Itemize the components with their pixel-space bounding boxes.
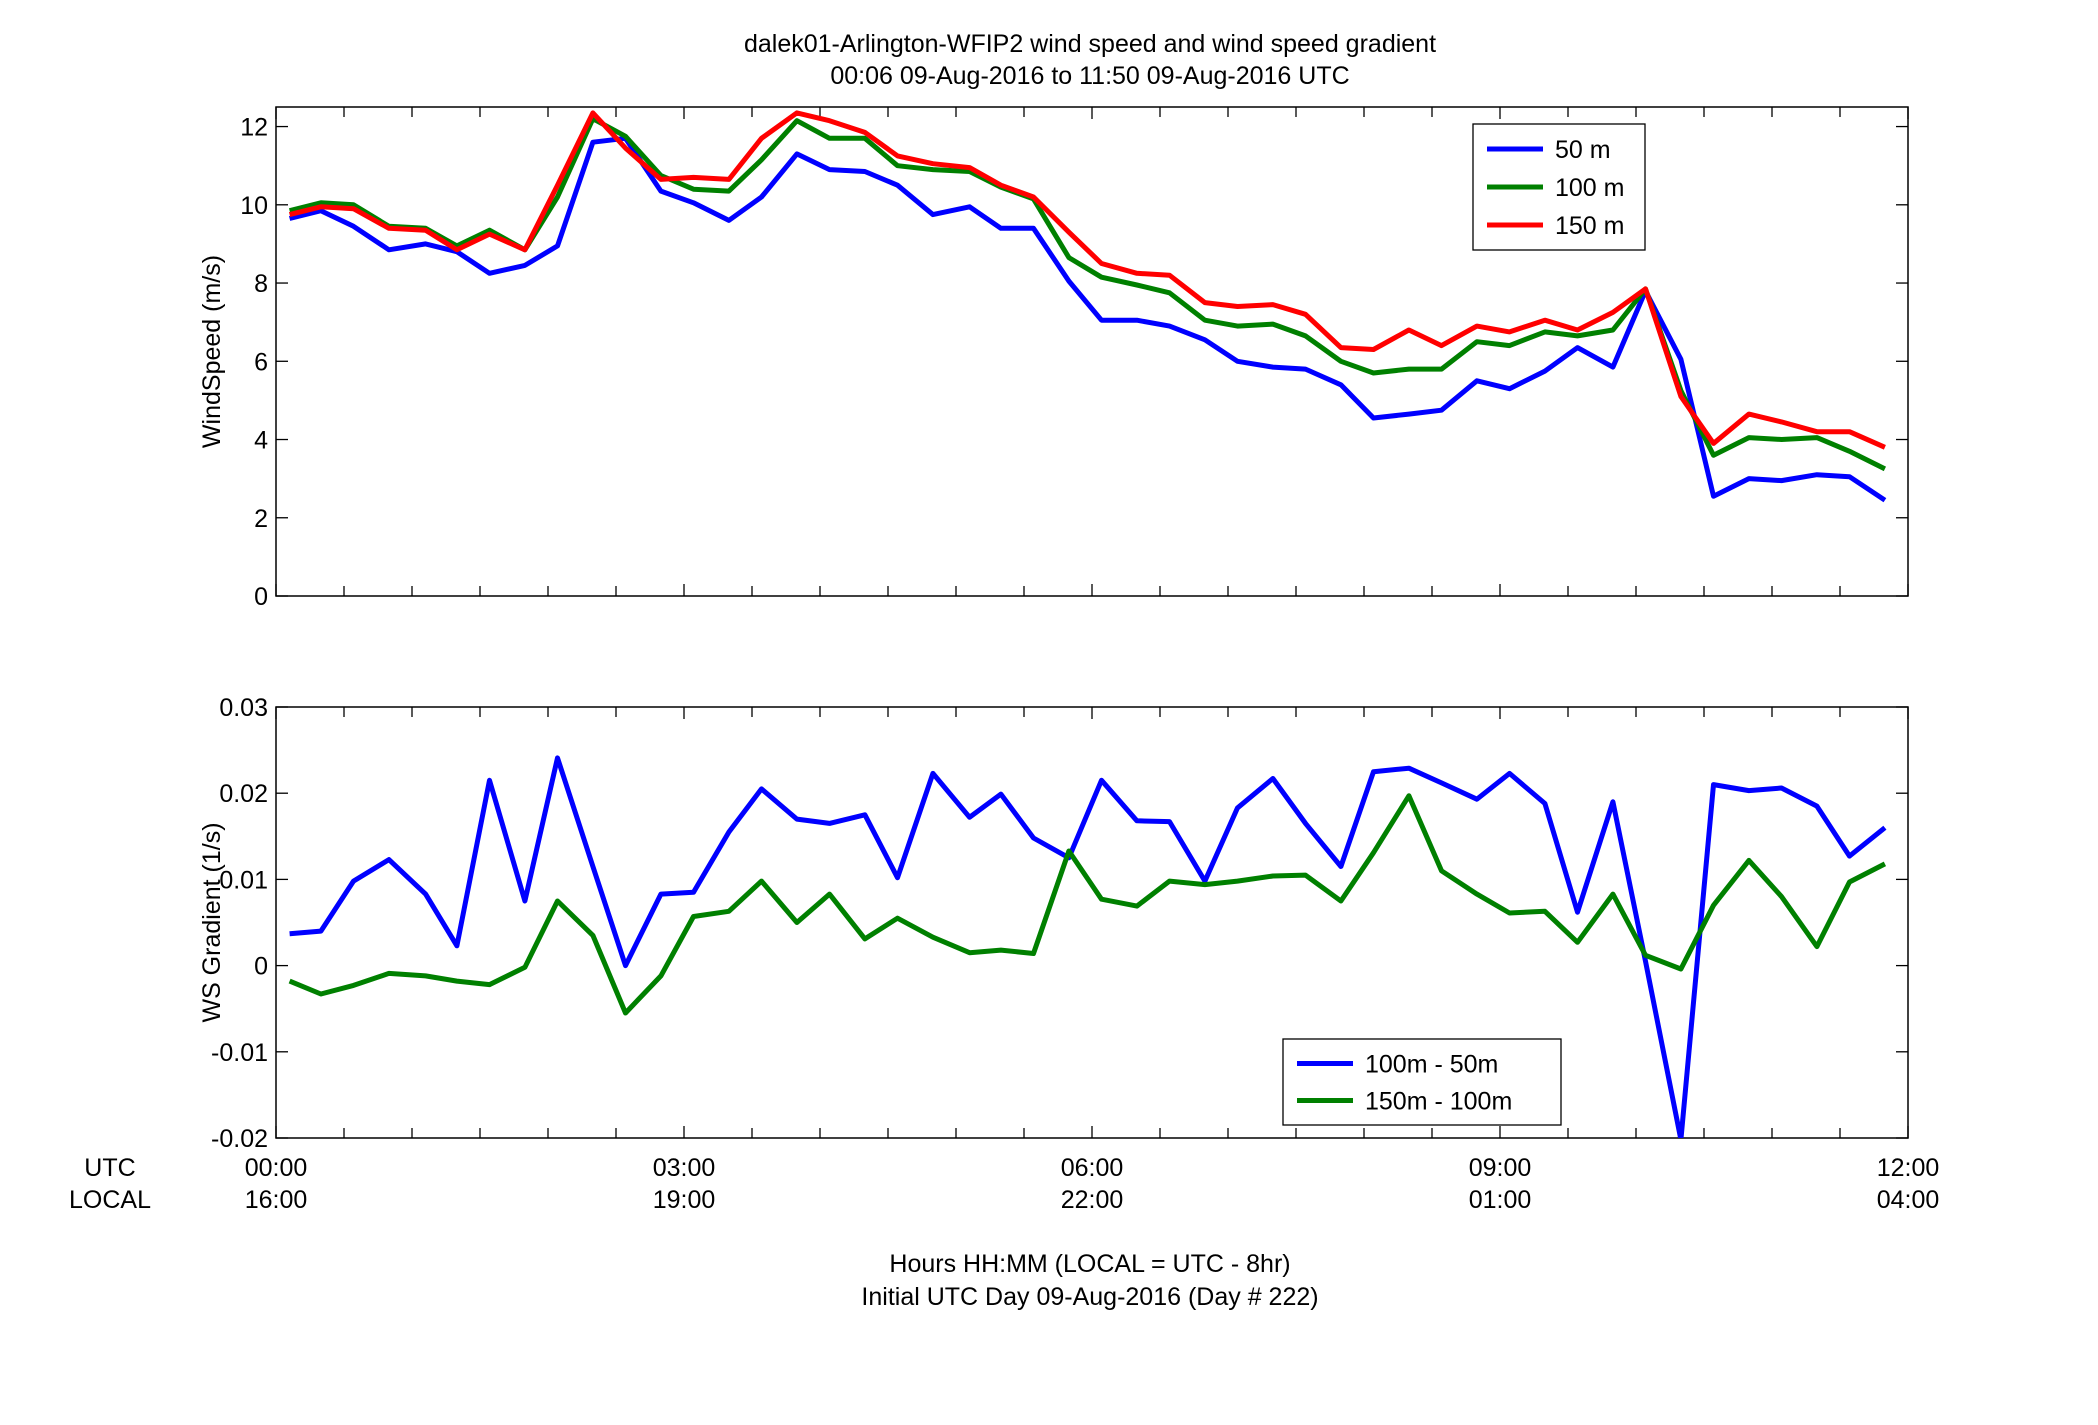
x-tick-label-local: 04:00	[1877, 1186, 1940, 1214]
x-axis-label-line2: Initial UTC Day 09-Aug-2016 (Day # 222)	[861, 1283, 1318, 1311]
chart-title-line2: 00:06 09-Aug-2016 to 11:50 09-Aug-2016 U…	[830, 62, 1349, 90]
x-tick-label-utc: 12:00	[1877, 1154, 1940, 1182]
windspeed-panel: 0 2 4 6 8 10 12 WindSpeed (m/s) 50 m 100 m 150 m	[198, 106, 1909, 611]
y-tick-label: 0.01	[219, 866, 268, 894]
y-tick-label: 0.03	[219, 694, 268, 722]
legend-label: 100m - 50m	[1365, 1051, 1498, 1079]
x-tick-label-utc: 00:00	[245, 1154, 308, 1182]
legend-label: 150m - 100m	[1365, 1088, 1512, 1116]
series-line-150m-100m	[288, 793, 1887, 1016]
y-tick-label: 12	[240, 114, 268, 142]
chart-title-line1: dalek01-Arlington-WFIP2 wind speed and w…	[744, 30, 1436, 58]
x-tick-label-local: 01:00	[1469, 1186, 1532, 1214]
y-tick-label: 6	[254, 348, 268, 376]
x-tick-label-utc: 09:00	[1469, 1154, 1532, 1182]
legend-label: 50 m	[1555, 136, 1611, 164]
x-tick-label-local: 16:00	[245, 1186, 308, 1214]
x-tick-label-utc: 06:00	[1061, 1154, 1124, 1182]
y-tick-label: 0	[254, 583, 268, 611]
x-axis-label-line1: Hours HH:MM (LOCAL = UTC - 8hr)	[889, 1250, 1290, 1278]
row-label-local: LOCAL	[69, 1186, 151, 1214]
y-tick-label: 10	[240, 192, 268, 220]
y-tick-label: -0.01	[211, 1039, 268, 1067]
legend-box	[1282, 1038, 1562, 1126]
gradient-panel: -0.02 -0.01 0 0.01 0.02 0.03 WS Gradient (1/s)…	[198, 694, 1939, 1214]
series-line-100-m	[288, 116, 1887, 472]
plot-area	[275, 106, 1909, 597]
y-tick-label: 0	[254, 953, 268, 981]
y-tick-label: 2	[254, 505, 268, 533]
plot-area	[275, 706, 1909, 1139]
series-line-150-m	[288, 110, 1886, 450]
series-line-100m-50m	[289, 755, 1887, 1138]
series-line-50-m	[288, 135, 1887, 503]
y-tick-label: 4	[254, 427, 268, 455]
y-tick-label: 8	[254, 270, 268, 298]
x-tick-label-utc: 03:00	[653, 1154, 716, 1182]
row-label-utc: UTC	[84, 1154, 135, 1182]
legend-box	[1472, 123, 1646, 251]
legend-label: 150 m	[1555, 212, 1624, 240]
y-tick-label: -0.02	[211, 1125, 268, 1153]
x-tick-label-local: 19:00	[653, 1186, 716, 1214]
x-tick-label-local: 22:00	[1061, 1186, 1124, 1214]
y-tick-label: 0.02	[219, 780, 268, 808]
legend-label: 100 m	[1555, 174, 1624, 202]
y-axis-label: WindSpeed (m/s)	[198, 255, 226, 448]
y-axis-label: WS Gradient (1/s)	[198, 822, 226, 1022]
